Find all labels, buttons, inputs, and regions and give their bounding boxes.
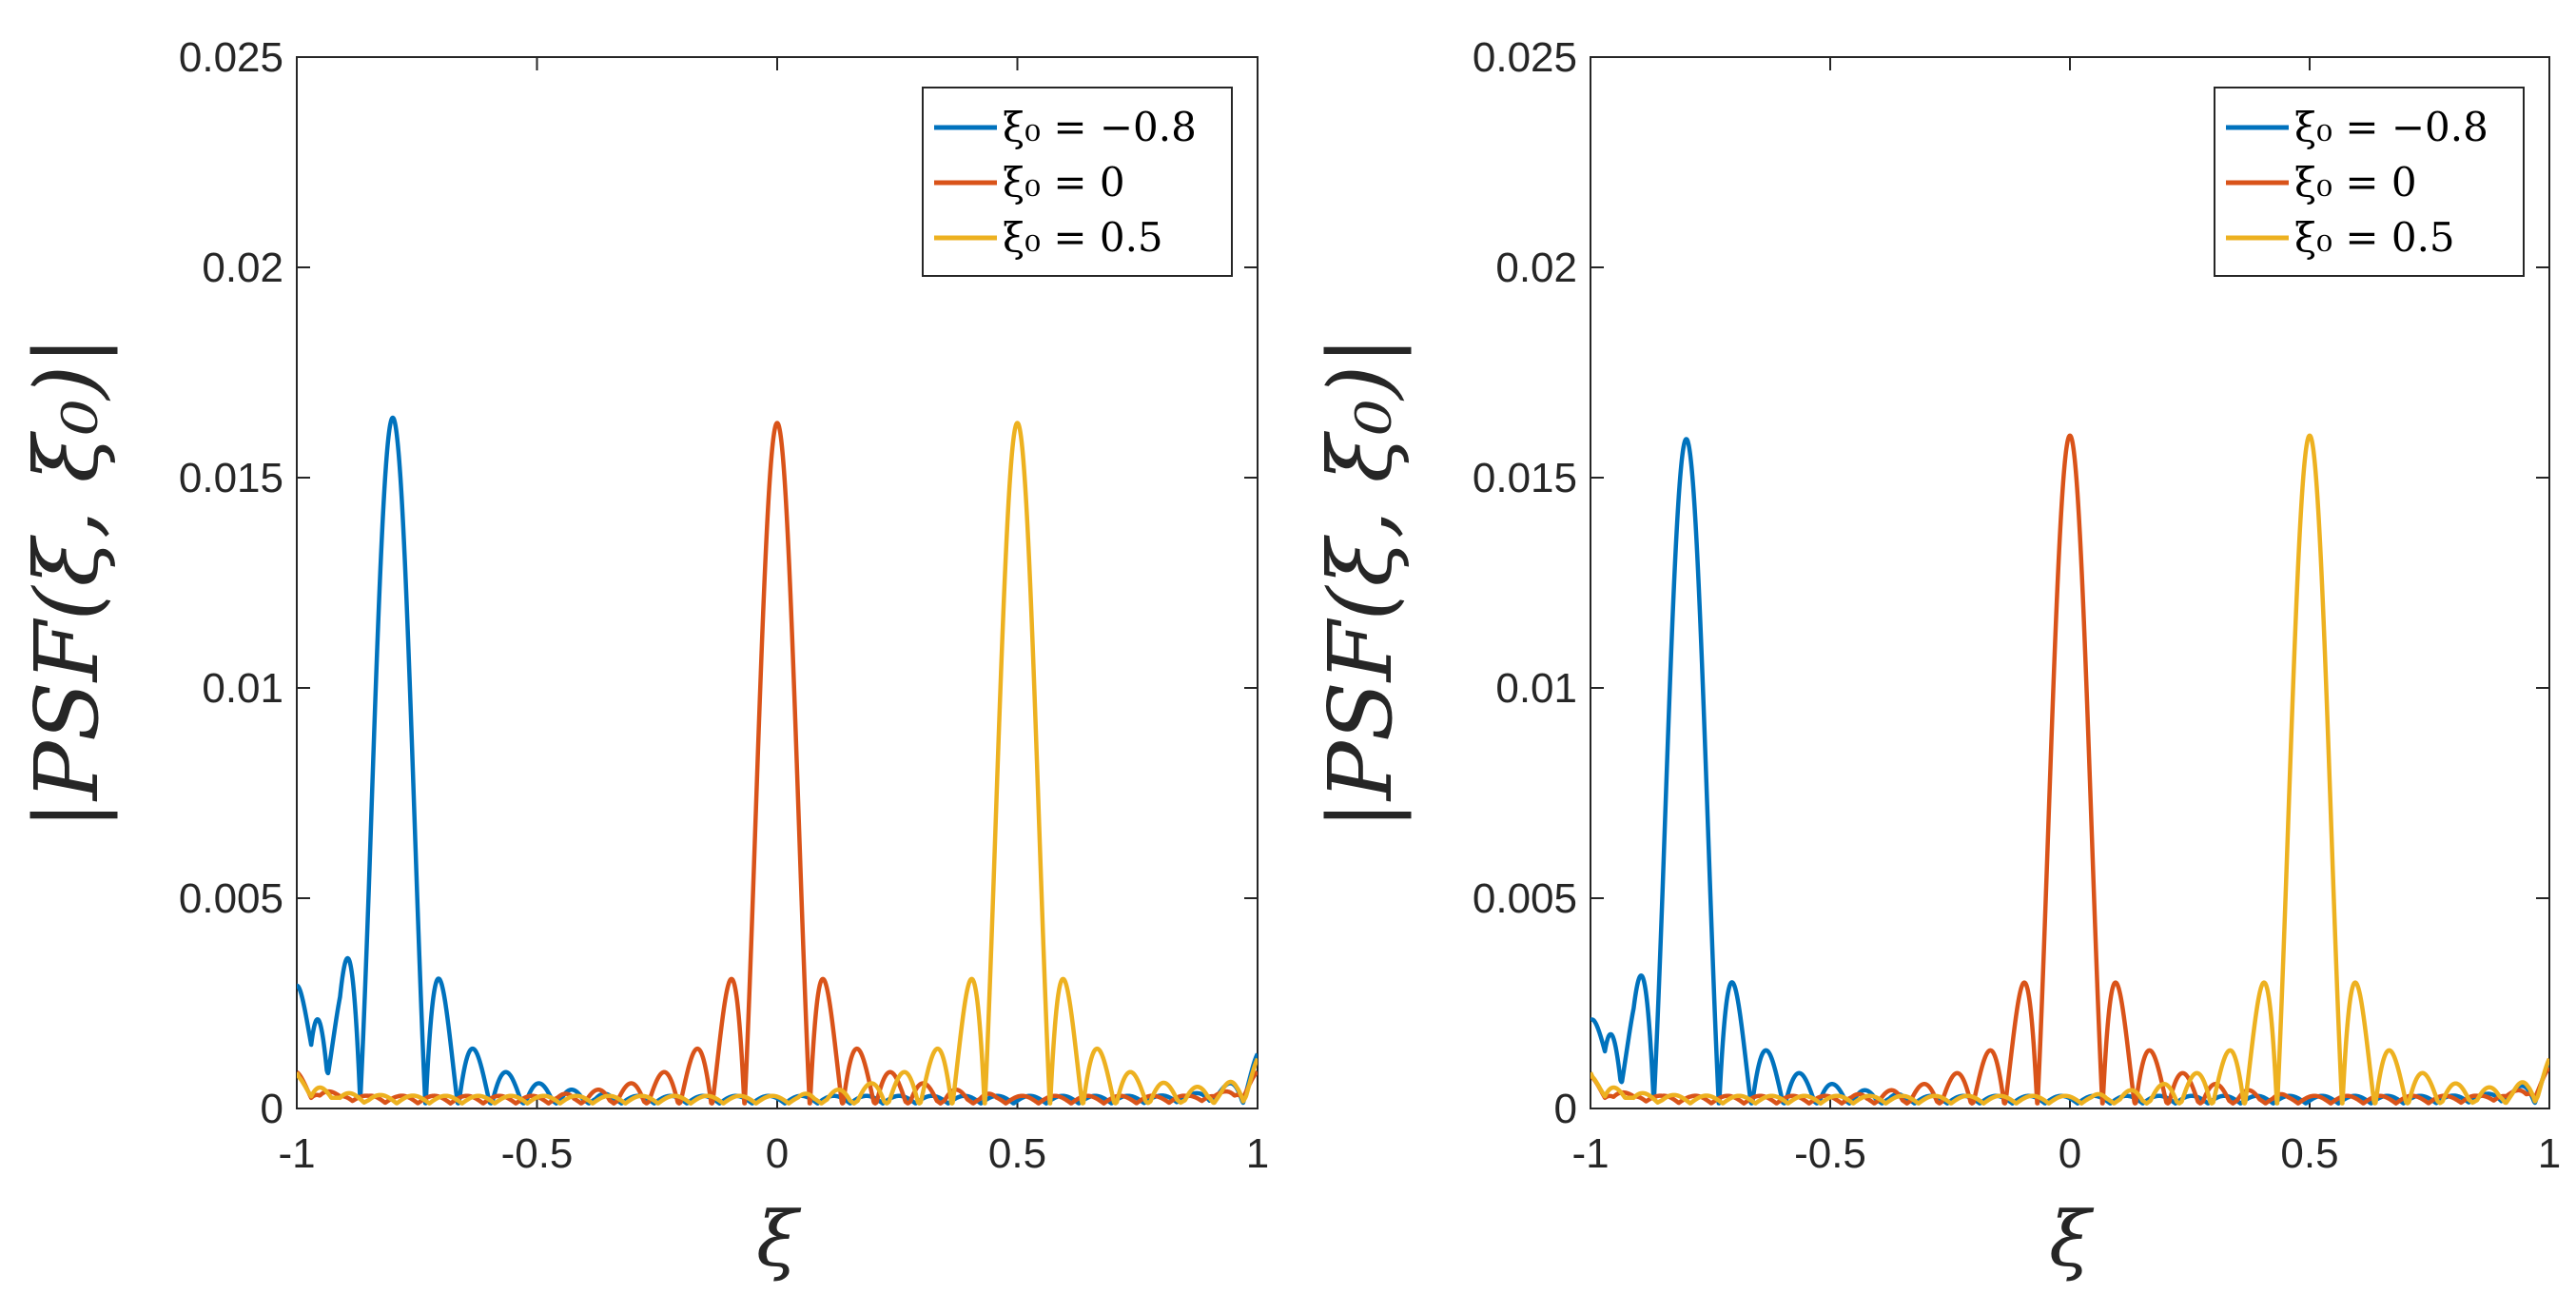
y-axis-label: |PSF(ξ, ξ₀)| bbox=[1310, 336, 1412, 830]
y-tick-label: 0.015 bbox=[1473, 455, 1577, 501]
y-tick-label: 0.025 bbox=[179, 34, 283, 81]
y-tick-label: 0.01 bbox=[1495, 665, 1577, 712]
x-axis-label: ξ bbox=[2049, 1195, 2095, 1284]
series-group bbox=[1590, 433, 2549, 1106]
y-tick-label: 0.005 bbox=[1473, 875, 1577, 922]
y-tick-label: 0 bbox=[261, 1086, 283, 1132]
y-tick-label: 0.02 bbox=[202, 245, 283, 291]
y-axis-label: |PSF(ξ, ξ₀)| bbox=[16, 336, 118, 830]
y-tick-label: 0.015 bbox=[179, 455, 283, 501]
legend-entry: ξ₀ = −0.8 bbox=[2294, 104, 2488, 150]
x-tick-label: -0.5 bbox=[501, 1130, 574, 1177]
y-tick-label: 0.005 bbox=[179, 875, 283, 922]
x-tick-label: 0.5 bbox=[2280, 1130, 2338, 1177]
x-tick-label: 0 bbox=[766, 1130, 789, 1177]
series-group bbox=[297, 415, 1258, 1106]
legend-entry: ξ₀ = 0.5 bbox=[1003, 214, 1163, 261]
series-line-2 bbox=[297, 421, 1258, 1106]
x-tick-label: -1 bbox=[278, 1130, 315, 1177]
legend-entry: ξ₀ = 0.5 bbox=[2294, 214, 2455, 261]
legend: ξ₀ = −0.8 ξ₀ = 0 ξ₀ = 0.5 bbox=[2214, 87, 2525, 277]
y-tick-label: 0 bbox=[1554, 1086, 1577, 1132]
y-tick-label: 0.02 bbox=[1495, 245, 1577, 291]
y-tick-label: 0.025 bbox=[1473, 34, 1577, 81]
series-line-0 bbox=[297, 415, 1258, 1106]
series-line-0 bbox=[1590, 437, 2549, 1106]
chart-panel-right: 0 0.005 0.01 0.015 0.02 0.025 -1 -0.5 0 0.5 1 ξ |PSF… bbox=[1310, 34, 2561, 1284]
x-tick-label: 1 bbox=[1246, 1130, 1269, 1177]
y-tick-label: 0.01 bbox=[202, 665, 283, 712]
x-tick-label: -1 bbox=[1571, 1130, 1609, 1177]
series-line-1 bbox=[297, 421, 1258, 1106]
series-line-1 bbox=[1590, 433, 2549, 1106]
legend-entry: ξ₀ = 0 bbox=[1003, 159, 1125, 206]
x-tick-label: 0 bbox=[2059, 1130, 2081, 1177]
chart-panel-left: 0 0.005 0.01 0.015 0.02 0.025 -1 -0.5 0 0.5 1 ξ |PSF… bbox=[16, 34, 1269, 1284]
legend-entry: ξ₀ = 0 bbox=[2294, 159, 2417, 206]
series-line-2 bbox=[1590, 433, 2549, 1106]
x-tick-label: 1 bbox=[2538, 1130, 2561, 1177]
x-axis-label: ξ bbox=[756, 1195, 802, 1284]
legend-entry: ξ₀ = −0.8 bbox=[1003, 104, 1197, 150]
x-tick-label: 0.5 bbox=[988, 1130, 1046, 1177]
x-tick-label: -0.5 bbox=[1794, 1130, 1866, 1177]
legend: ξ₀ = −0.8 ξ₀ = 0 ξ₀ = 0.5 bbox=[922, 87, 1233, 277]
